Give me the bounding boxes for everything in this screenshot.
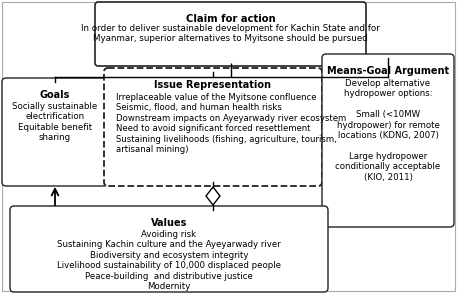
Text: Values: Values [151, 218, 187, 228]
FancyBboxPatch shape [10, 206, 328, 292]
Text: Issue Representation: Issue Representation [154, 80, 271, 90]
FancyBboxPatch shape [322, 54, 454, 227]
Text: Avoiding risk
Sustaining Kachin culture and the Ayeyarwady river
Biodiversity an: Avoiding risk Sustaining Kachin culture … [57, 230, 281, 291]
Text: Develop alternative
hydropower options:

Small (<10MW
hydropower) for remote
loc: Develop alternative hydropower options: … [335, 79, 441, 182]
FancyBboxPatch shape [95, 2, 366, 66]
Text: Goals: Goals [40, 90, 70, 100]
Text: Means-Goal Argument: Means-Goal Argument [327, 66, 449, 76]
FancyBboxPatch shape [2, 2, 455, 291]
FancyBboxPatch shape [2, 78, 108, 186]
Text: Socially sustainable
electrification
Equitable benefit
sharing: Socially sustainable electrification Equ… [12, 102, 98, 142]
Text: In order to deliver sustainable development for Kachin State and for
Myanmar, su: In order to deliver sustainable developm… [81, 24, 380, 43]
Polygon shape [206, 187, 220, 205]
Text: Irreplaceable value of the Myitsone confluence
Seismic, flood, and human health : Irreplaceable value of the Myitsone conf… [116, 93, 346, 154]
FancyBboxPatch shape [104, 68, 322, 186]
Text: Claim for action: Claim for action [186, 14, 275, 24]
